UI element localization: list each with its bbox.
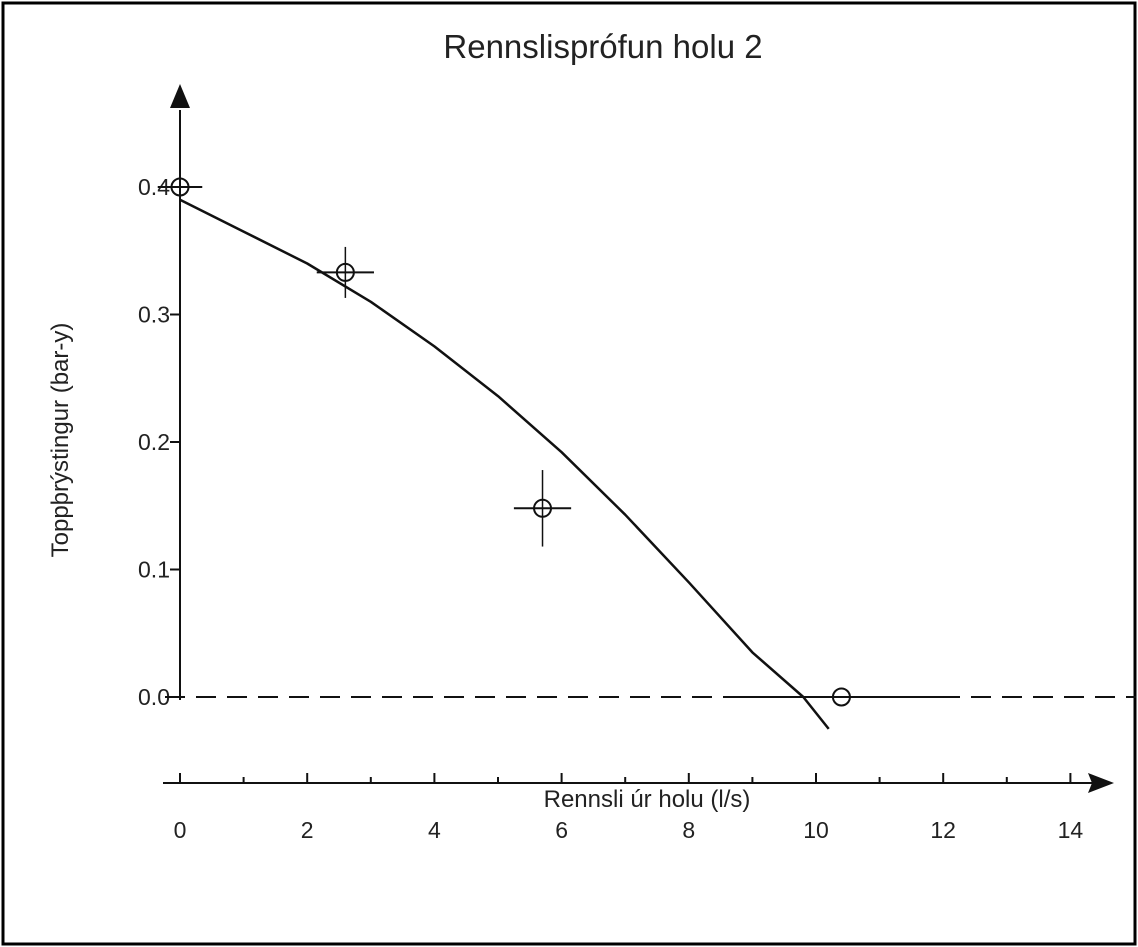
y-axis-arrow — [170, 84, 190, 108]
x-tick-label: 6 — [555, 817, 568, 843]
x-tick-label: 4 — [428, 817, 441, 843]
chart-title: Rennslisprófun holu 2 — [443, 28, 762, 65]
x-tick-label: 12 — [930, 817, 956, 843]
y-axis-label: Toppþrýstingur (bar-y) — [47, 323, 74, 558]
x-axis-label: Rennsli úr holu (l/s) — [544, 786, 751, 813]
y-tick-label: 0.3 — [138, 302, 170, 328]
x-tick-label: 10 — [803, 817, 829, 843]
plot-area: 0.00.10.20.30.40 2 4 6 8 10 12 14 — [138, 84, 1136, 843]
x-tick-label: 0 — [174, 817, 187, 843]
x-axis-arrow — [1088, 773, 1114, 793]
y-tick-label: 0.0 — [138, 684, 170, 710]
data-point — [170, 177, 190, 197]
data-point — [831, 687, 851, 707]
y-tick-label: 0.2 — [138, 429, 170, 455]
x-tick-label: 2 — [301, 817, 314, 843]
data-point — [533, 498, 553, 518]
x-tick-label: 8 — [682, 817, 695, 843]
y-tick-label: 0.1 — [138, 557, 170, 583]
x-tick-label: 14 — [1058, 817, 1084, 843]
fit-curve — [179, 198, 830, 730]
data-point — [335, 262, 355, 282]
